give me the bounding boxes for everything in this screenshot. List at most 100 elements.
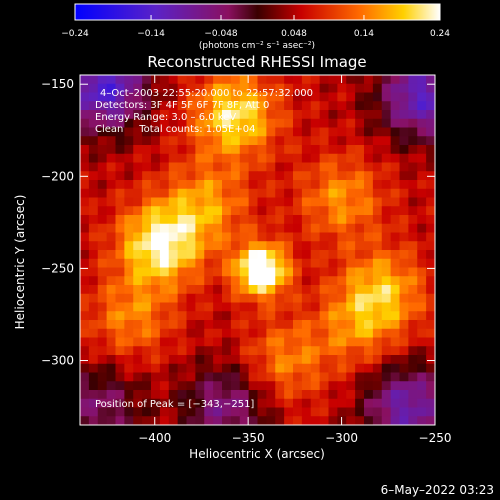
heatmap-cell (213, 145, 223, 155)
heatmap-cell (239, 267, 250, 277)
heatmap-cell (257, 110, 267, 120)
heatmap-cell (399, 372, 409, 382)
heatmap-cell (97, 355, 108, 365)
heatmap-cell (186, 162, 196, 172)
heatmap-cell (213, 381, 223, 391)
heatmap-cell (151, 145, 161, 155)
heatmap-cell (97, 346, 108, 356)
heatmap-cell (417, 372, 427, 382)
heatmap-cell (239, 407, 250, 417)
heatmap-cell (381, 276, 392, 286)
heatmap-cell (275, 162, 285, 172)
heatmap-cell (319, 293, 329, 303)
heatmap-cell (168, 145, 179, 155)
heatmap-cell (346, 346, 356, 356)
heatmap-cell (204, 372, 214, 382)
heatmap-cell (151, 223, 161, 233)
heatmap-cell (248, 250, 258, 260)
heatmap-cell (177, 127, 187, 137)
heatmap-cell (88, 127, 99, 137)
heatmap-cell (408, 416, 418, 426)
heatmap-cell (186, 180, 196, 190)
heatmap-cell (284, 258, 294, 268)
heatmap-cell (337, 162, 347, 172)
heatmap-cell (80, 398, 90, 408)
heatmap-cell (417, 328, 427, 338)
heatmap-cell (133, 258, 143, 268)
heatmap-cell (408, 232, 418, 242)
heatmap-cell (222, 136, 232, 146)
heatmap-cell (301, 171, 312, 181)
heatmap-cell (213, 110, 223, 120)
heatmap-cell (346, 407, 356, 417)
heatmap-cell (266, 311, 276, 321)
heatmap-cell (195, 363, 205, 373)
heatmap-cell (213, 101, 223, 111)
heatmap-cell (80, 136, 90, 146)
heatmap-cell (417, 83, 427, 93)
heatmap-cell (239, 398, 250, 408)
heatmap-cell (284, 215, 294, 225)
heatmap-cell (372, 197, 383, 207)
heatmap-cell (248, 101, 258, 111)
heatmap-cell (177, 241, 187, 251)
heatmap-cell (417, 118, 427, 128)
heatmap-cell (310, 145, 321, 155)
heatmap-cell (177, 92, 187, 102)
heatmap-cell (426, 276, 436, 286)
heatmap-cell (355, 337, 365, 347)
heatmap-cell (310, 346, 321, 356)
heatmap-cell (124, 355, 134, 365)
heatmap-cell (115, 390, 125, 400)
heatmap-cell (266, 372, 276, 382)
heatmap-cell (346, 416, 356, 426)
heatmap-cell (381, 355, 392, 365)
heatmap-cell (417, 258, 427, 268)
heatmap-cell (186, 363, 196, 373)
heatmap-cell (204, 206, 214, 216)
heatmap-cell (195, 328, 205, 338)
heatmap-cell (213, 153, 223, 163)
heatmap-cell (239, 241, 250, 251)
heatmap-cell (301, 215, 312, 225)
heatmap-cell (364, 293, 374, 303)
heatmap-cell (266, 407, 276, 417)
heatmap-cell (399, 285, 409, 295)
heatmap-cell (257, 83, 267, 93)
heatmap-cell (284, 241, 294, 251)
heatmap-cell (168, 241, 179, 251)
heatmap-cell (159, 136, 170, 146)
heatmap-cell (142, 320, 152, 330)
heatmap-cell (390, 127, 400, 137)
chart-title: Reconstructed RHESSI Image (147, 53, 366, 71)
heatmap-cell (266, 75, 276, 85)
heatmap-cell (159, 188, 170, 198)
heatmap-cell (337, 372, 347, 382)
heatmap-cell (417, 110, 427, 120)
heatmap-cell (177, 302, 187, 312)
heatmap-cell (399, 180, 409, 190)
heatmap-cell (80, 153, 90, 163)
heatmap-cell (230, 101, 241, 111)
heatmap-cell (204, 188, 214, 198)
heatmap-cell (399, 75, 409, 85)
heatmap-cell (142, 363, 152, 373)
heatmap-cell (115, 328, 125, 338)
heatmap-cell (239, 232, 250, 242)
x-axis-ticks (154, 75, 436, 425)
heatmap-cell (364, 381, 374, 391)
heatmap-cell (168, 110, 179, 120)
heatmap-cell (88, 293, 99, 303)
heatmap-cell (426, 101, 436, 111)
heatmap-cell (151, 153, 161, 163)
heatmap-cell (355, 416, 365, 426)
heatmap-cell (213, 416, 223, 426)
heatmap-cell (177, 346, 187, 356)
heatmap-cell (364, 206, 374, 216)
heatmap-cell (195, 241, 205, 251)
heatmap-cell (390, 180, 400, 190)
heatmap-cell (204, 320, 214, 330)
heatmap-cell (239, 355, 250, 365)
heatmap-cell (381, 223, 392, 233)
heatmap-cell (222, 206, 232, 216)
